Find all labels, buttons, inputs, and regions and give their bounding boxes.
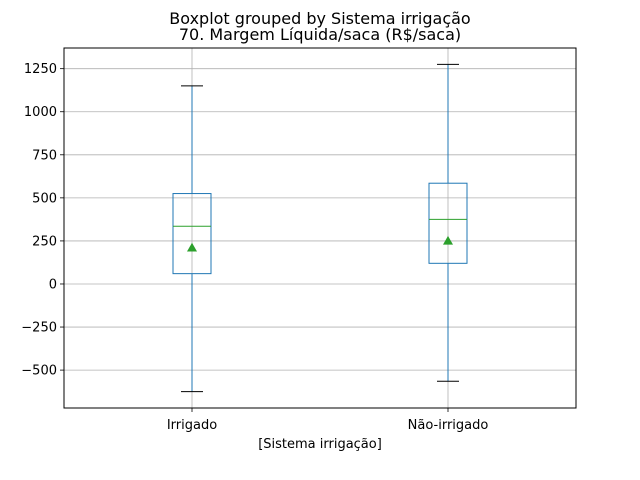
box-group [172, 85, 212, 393]
mean-marker [443, 235, 453, 245]
y-tick-label: −500 [21, 364, 57, 379]
box-iqr [428, 182, 468, 264]
y-tick-label: −250 [21, 321, 57, 336]
y-tick-label: 1250 [24, 62, 57, 77]
y-tick-label: 250 [32, 234, 57, 249]
x-axis-ticks: Irrigado Não-irrigado [167, 408, 489, 433]
x-axis-label: [Sistema irrigação] [258, 437, 382, 452]
x-tick-label: Não-irrigado [408, 418, 489, 433]
grid-lines [64, 48, 576, 408]
boxes [172, 63, 468, 393]
mean-marker [187, 242, 197, 252]
y-tick-label: 0 [49, 277, 57, 292]
y-tick-label: 750 [32, 148, 57, 163]
box-group [428, 63, 468, 382]
y-tick-label: 500 [32, 191, 57, 206]
chart-suptitle: Boxplot grouped by Sistema irrigação [169, 9, 470, 28]
y-tick-label: 1000 [24, 105, 57, 120]
y-axis-ticks: −500 −250 0 250 500 750 1000 1250 [21, 62, 64, 379]
x-tick-label: Irrigado [167, 418, 217, 433]
axes-frame [63, 47, 577, 409]
chart-title: 70. Margem Líquida/saca (R$/saca) [179, 25, 461, 44]
box-iqr [172, 193, 212, 275]
